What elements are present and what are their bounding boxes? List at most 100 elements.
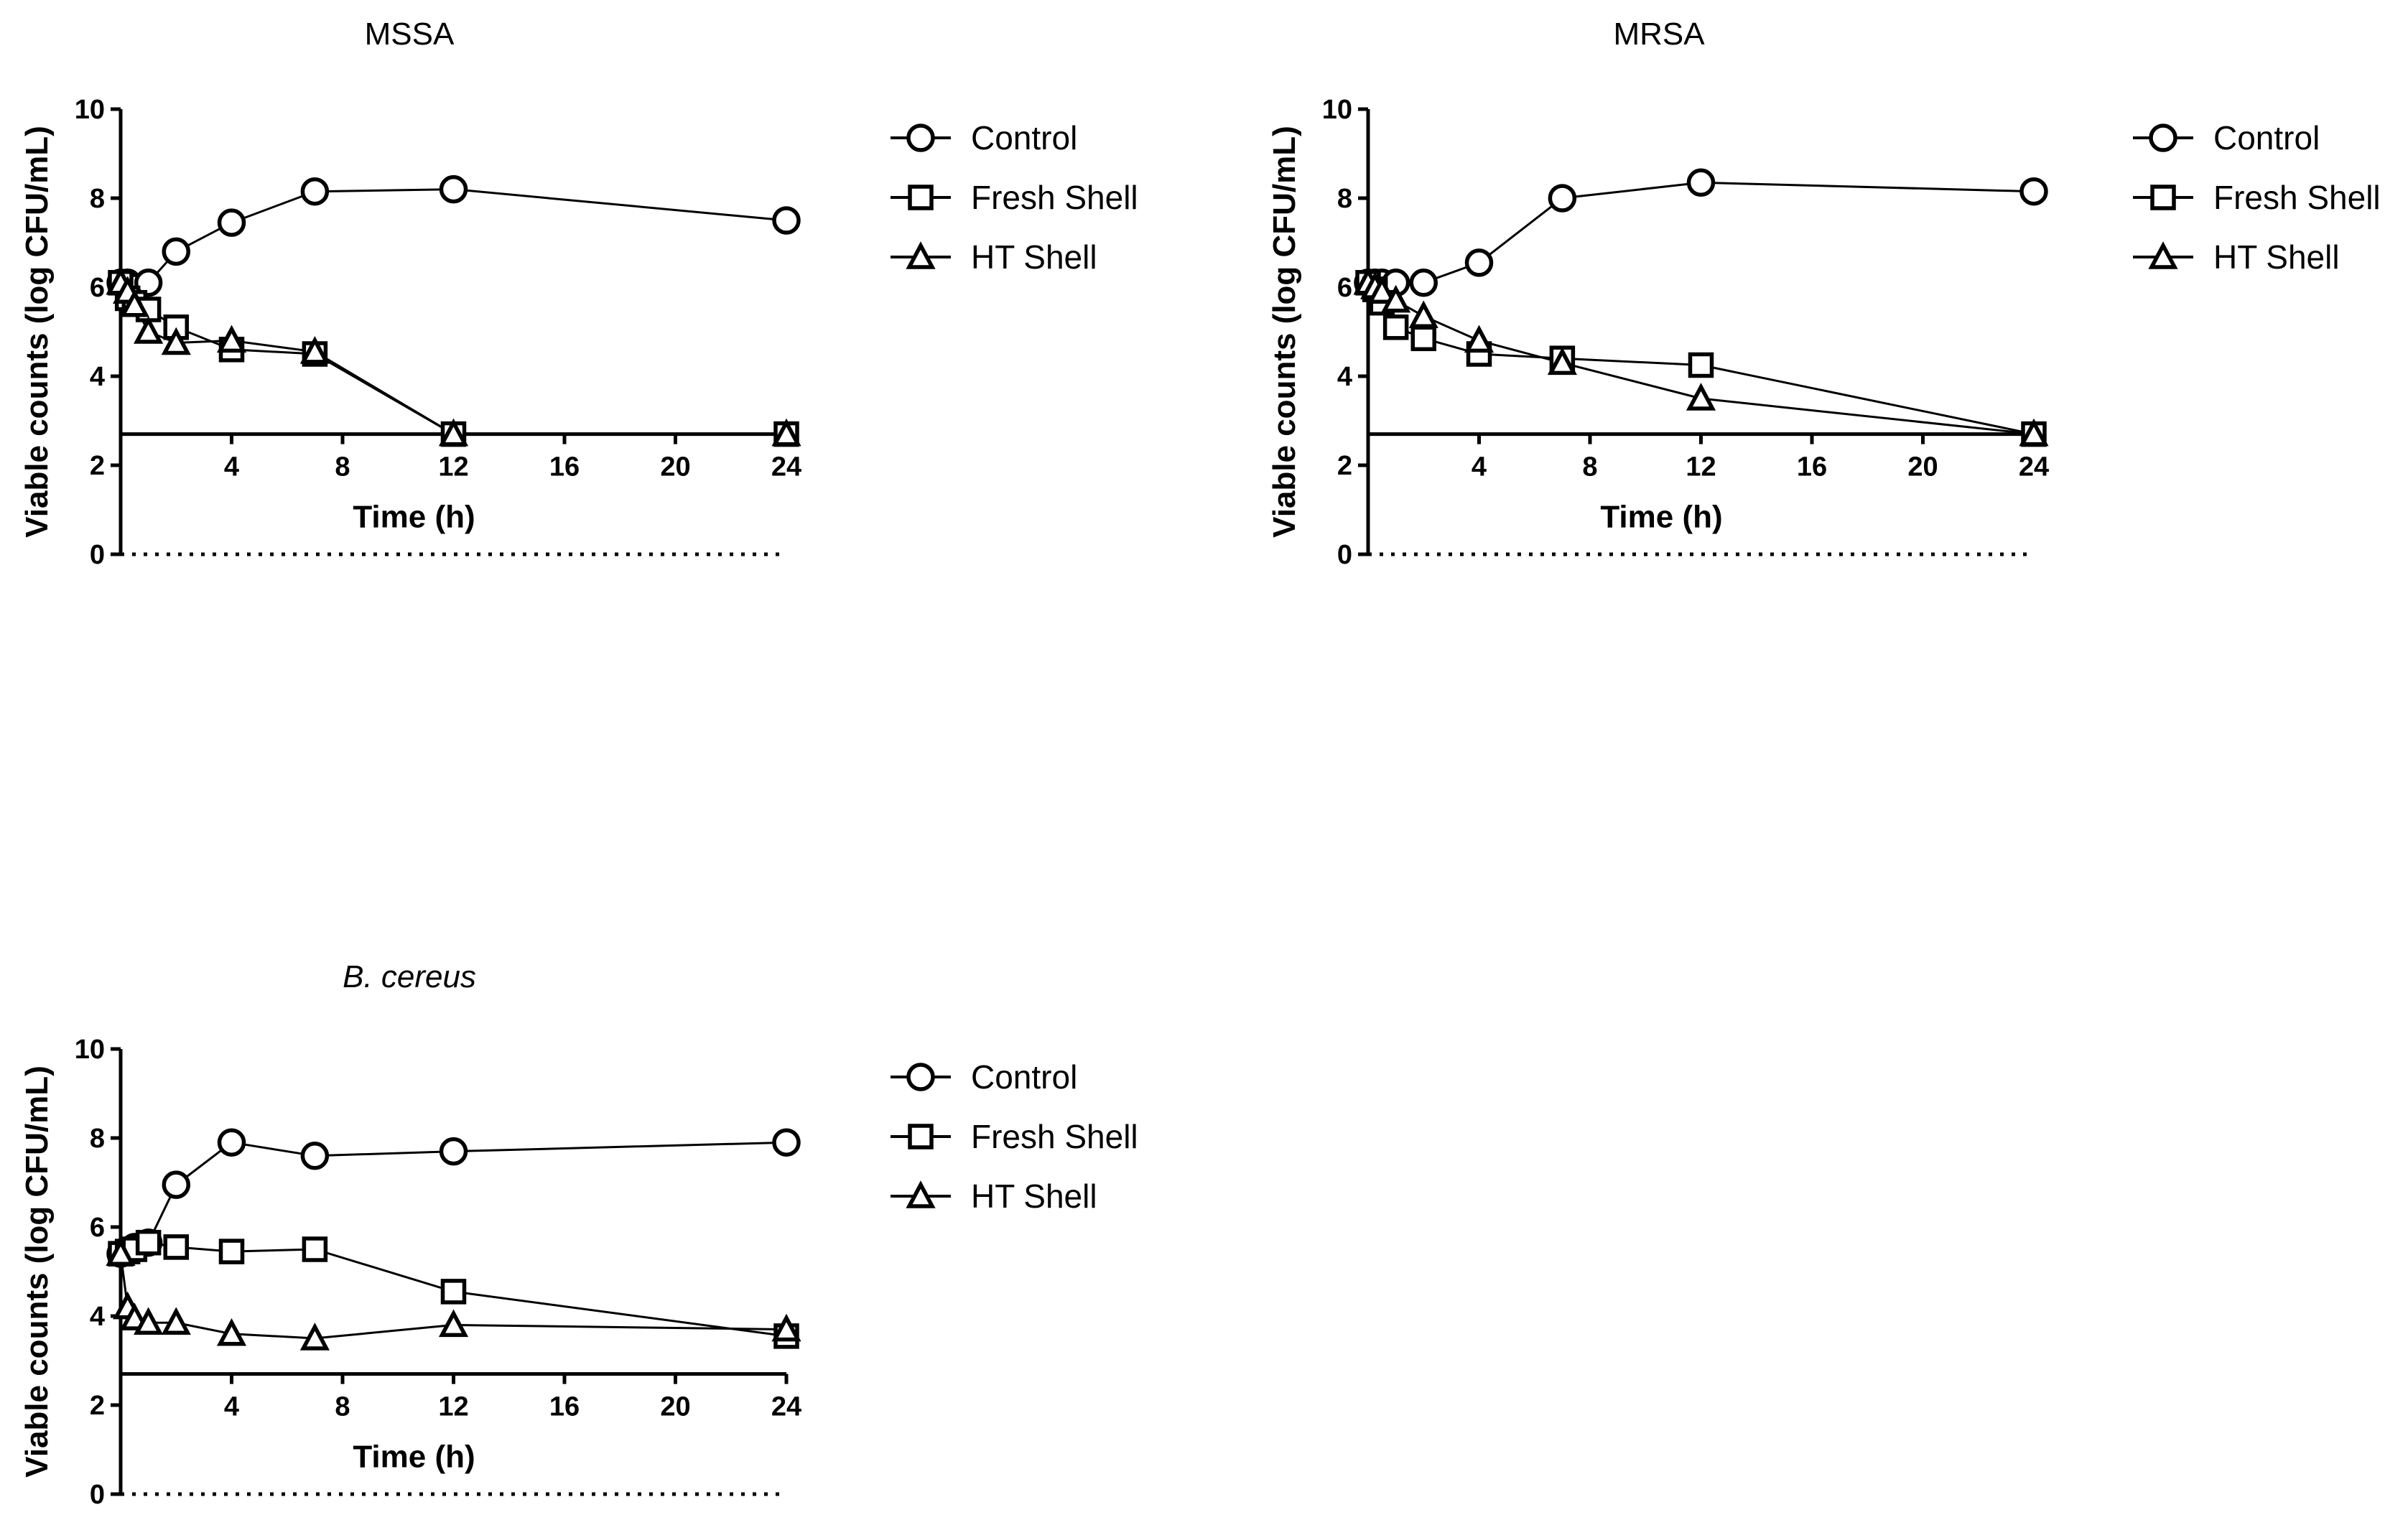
- legend-marker-square: [908, 185, 934, 210]
- y-tick-label: 4: [90, 1302, 105, 1332]
- data-point-circle: [1464, 248, 1494, 277]
- y-tick-label: 6: [90, 1213, 105, 1243]
- data-point-circle: [217, 1128, 246, 1157]
- legend-label: Control: [971, 119, 1077, 157]
- x-tick-label: 16: [549, 1392, 580, 1422]
- data-point-circle: [772, 206, 801, 235]
- legend-marker-circle: [906, 1063, 935, 1091]
- data-point-triangle: [1547, 347, 1577, 376]
- data-point-triangle: [216, 1318, 247, 1346]
- data-point-circle: [439, 174, 468, 204]
- x-tick-label: 12: [438, 1392, 468, 1422]
- data-point-circle: [134, 269, 163, 297]
- y-tick-label: 10: [75, 1035, 105, 1065]
- legend-label: Fresh Shell: [2213, 179, 2381, 216]
- data-point-triangle: [299, 336, 330, 364]
- y-tick-label: 4: [1337, 362, 1352, 392]
- data-point-triangle: [1367, 276, 1397, 304]
- data-point-square: [218, 1239, 245, 1264]
- y-tick-label: 0: [90, 540, 105, 570]
- data-point-circle: [772, 1128, 801, 1157]
- legend-label: Fresh Shell: [971, 179, 1138, 216]
- legend-label: HT Shell: [971, 238, 1097, 276]
- y-tick-label: 10: [1322, 95, 1352, 125]
- x-axis-label: Time (h): [353, 500, 475, 535]
- x-tick-label: 4: [1472, 452, 1487, 482]
- x-tick-label: 24: [771, 452, 801, 482]
- data-point-triangle: [134, 1307, 164, 1335]
- data-point-circle: [300, 1142, 330, 1170]
- data-point-circle: [300, 177, 330, 206]
- data-point-triangle: [1381, 284, 1411, 313]
- y-tick-label: 4: [90, 362, 105, 392]
- y-tick-label: 8: [90, 1124, 105, 1154]
- y-tick-label: 6: [90, 273, 105, 303]
- legend-marker-square: [2150, 185, 2176, 210]
- data-point-triangle: [771, 418, 801, 447]
- legend-label: HT Shell: [971, 1177, 1097, 1215]
- y-axis-label: Viable counts (log CFU/mL): [1267, 126, 1302, 538]
- y-axis-label: Viable counts (log CFU/mL): [19, 126, 55, 538]
- y-tick-label: 2: [90, 451, 105, 481]
- data-point-triangle: [216, 325, 247, 353]
- series-line-circle: [121, 188, 787, 289]
- data-point-square: [302, 1236, 328, 1262]
- data-point-triangle: [161, 1307, 191, 1335]
- y-axis-label: Viable counts (log CFU/mL): [19, 1065, 55, 1478]
- x-axis-label: Time (h): [1600, 500, 1722, 535]
- x-tick-label: 12: [438, 452, 468, 482]
- data-point-triangle: [2019, 418, 2049, 447]
- data-point-triangle: [1408, 300, 1438, 329]
- data-point-circle: [1409, 269, 1438, 297]
- legend-label: Fresh Shell: [971, 1118, 1138, 1155]
- y-tick-label: 6: [1337, 273, 1352, 303]
- chart-title: B. cereus: [343, 959, 476, 994]
- legend-label: HT Shell: [2213, 238, 2340, 276]
- x-tick-label: 8: [335, 1392, 350, 1422]
- legend-marker-triangle: [2148, 241, 2178, 269]
- data-point-square: [1688, 352, 1714, 378]
- x-tick-label: 4: [224, 452, 239, 482]
- x-tick-label: 12: [1686, 452, 1716, 482]
- data-point-square: [135, 1229, 162, 1256]
- data-point-circle: [1686, 168, 1716, 197]
- x-tick-label: 4: [224, 1392, 239, 1422]
- x-tick-label: 8: [1582, 452, 1597, 482]
- data-point-triangle: [106, 1238, 136, 1266]
- data-point-circle: [162, 1170, 190, 1199]
- data-point-circle: [162, 237, 190, 266]
- y-tick-label: 2: [90, 1391, 105, 1421]
- data-point-circle: [217, 208, 246, 237]
- y-tick-label: 2: [1337, 451, 1352, 481]
- x-tick-label: 20: [660, 452, 690, 482]
- legend-marker-square: [908, 1124, 934, 1149]
- data-point-triangle: [134, 316, 164, 344]
- data-point-triangle: [1686, 383, 1716, 411]
- data-point-triangle: [119, 289, 149, 317]
- y-tick-label: 0: [1337, 540, 1352, 570]
- x-tick-label: 8: [335, 452, 350, 482]
- data-point-square: [163, 1234, 189, 1260]
- data-point-circle: [2019, 177, 2048, 206]
- x-tick-label: 16: [1797, 452, 1827, 482]
- data-point-triangle: [299, 1323, 330, 1351]
- y-tick-label: 0: [90, 1480, 105, 1510]
- legend-marker-triangle: [906, 241, 936, 269]
- x-tick-label: 24: [771, 1392, 801, 1422]
- legend-marker-circle: [906, 123, 935, 152]
- chart-title: MRSA: [1613, 17, 1705, 52]
- data-point-triangle: [1464, 325, 1494, 353]
- x-tick-label: 24: [2019, 452, 2049, 482]
- data-point-square: [440, 1279, 467, 1305]
- x-tick-label: 20: [660, 1392, 690, 1422]
- x-axis-label: Time (h): [353, 1440, 475, 1475]
- y-tick-label: 10: [75, 95, 105, 125]
- data-point-square: [1410, 325, 1436, 352]
- data-point-triangle: [161, 327, 191, 355]
- data-point-triangle: [771, 1313, 801, 1342]
- x-tick-label: 16: [549, 452, 580, 482]
- data-point-triangle: [438, 418, 469, 447]
